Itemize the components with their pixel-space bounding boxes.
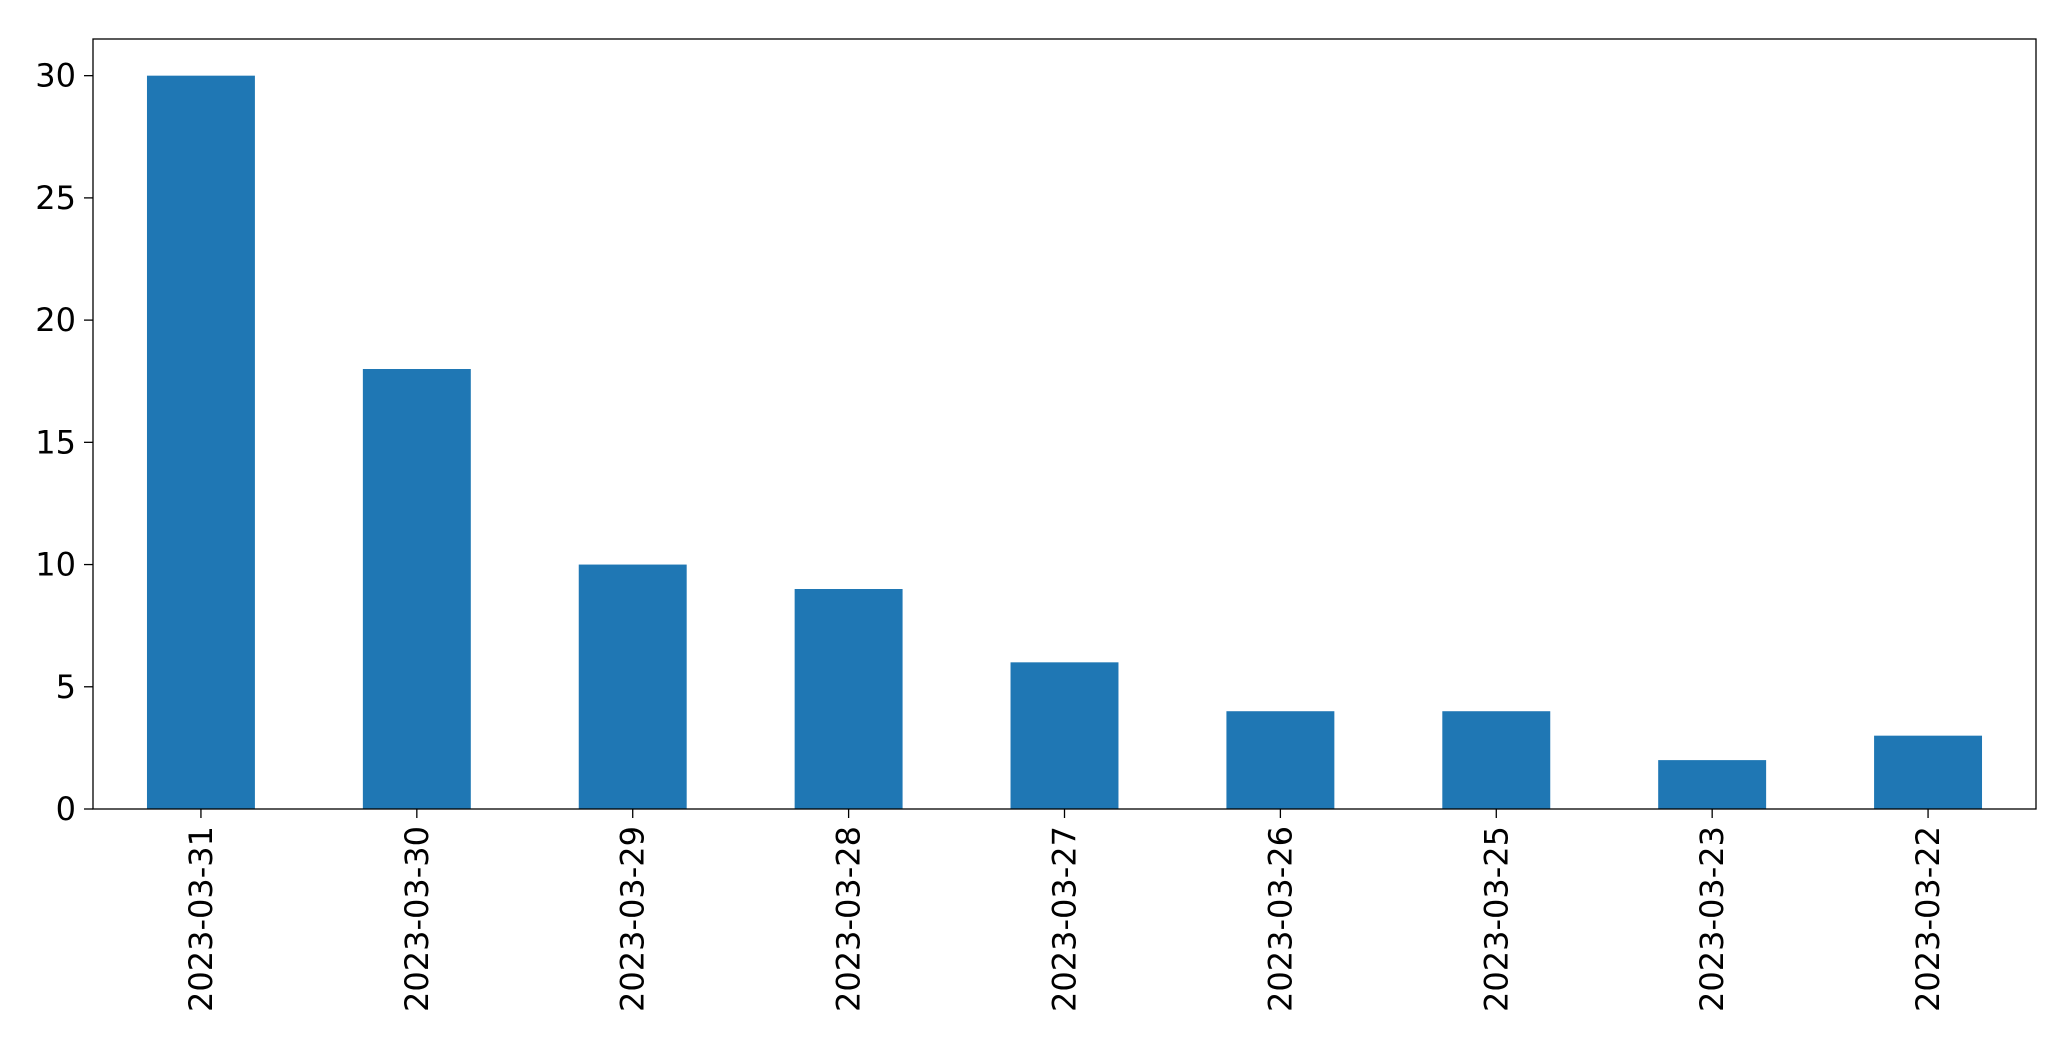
x-tick-label: 2023-03-31 bbox=[182, 826, 220, 1012]
bar-2023-03-30 bbox=[362, 369, 471, 809]
x-tick-label: 2023-03-27 bbox=[1046, 826, 1084, 1012]
y-tick-label: 10 bbox=[35, 546, 76, 584]
bar-2023-03-26 bbox=[1226, 711, 1335, 809]
bar-2023-03-27 bbox=[1010, 662, 1119, 809]
y-tick-label: 15 bbox=[35, 423, 76, 461]
bar-2023-03-23 bbox=[1658, 760, 1767, 809]
bar-2023-03-29 bbox=[578, 564, 687, 809]
y-tick-label: 30 bbox=[35, 57, 76, 95]
x-axis: 2023-03-31 2023-03-30 2023-03-29 2023-03-28… bbox=[182, 809, 1947, 1012]
y-axis: 0 5 10 15 20 25 30 bbox=[35, 57, 93, 828]
plot-frame bbox=[92, 38, 2037, 810]
x-tick-label: 2023-03-29 bbox=[614, 826, 652, 1012]
x-tick-label: 2023-03-30 bbox=[398, 826, 436, 1012]
bar-2023-03-31 bbox=[146, 75, 255, 810]
bar-2023-03-28 bbox=[794, 589, 903, 809]
x-tick-label: 2023-03-25 bbox=[1477, 826, 1515, 1012]
bar-2023-03-25 bbox=[1442, 711, 1551, 809]
x-tick-label: 2023-03-26 bbox=[1261, 826, 1299, 1012]
x-tick-label: 2023-03-28 bbox=[830, 826, 868, 1012]
y-tick-label: 20 bbox=[35, 301, 76, 339]
y-tick-label: 0 bbox=[56, 790, 76, 828]
bars-layer bbox=[146, 75, 1983, 810]
bar-2023-03-22 bbox=[1874, 735, 1983, 809]
x-tick-label: 2023-03-22 bbox=[1909, 826, 1947, 1012]
x-tick-label: 2023-03-23 bbox=[1693, 826, 1731, 1012]
y-tick-label: 5 bbox=[56, 668, 76, 706]
y-tick-label: 25 bbox=[35, 179, 76, 217]
